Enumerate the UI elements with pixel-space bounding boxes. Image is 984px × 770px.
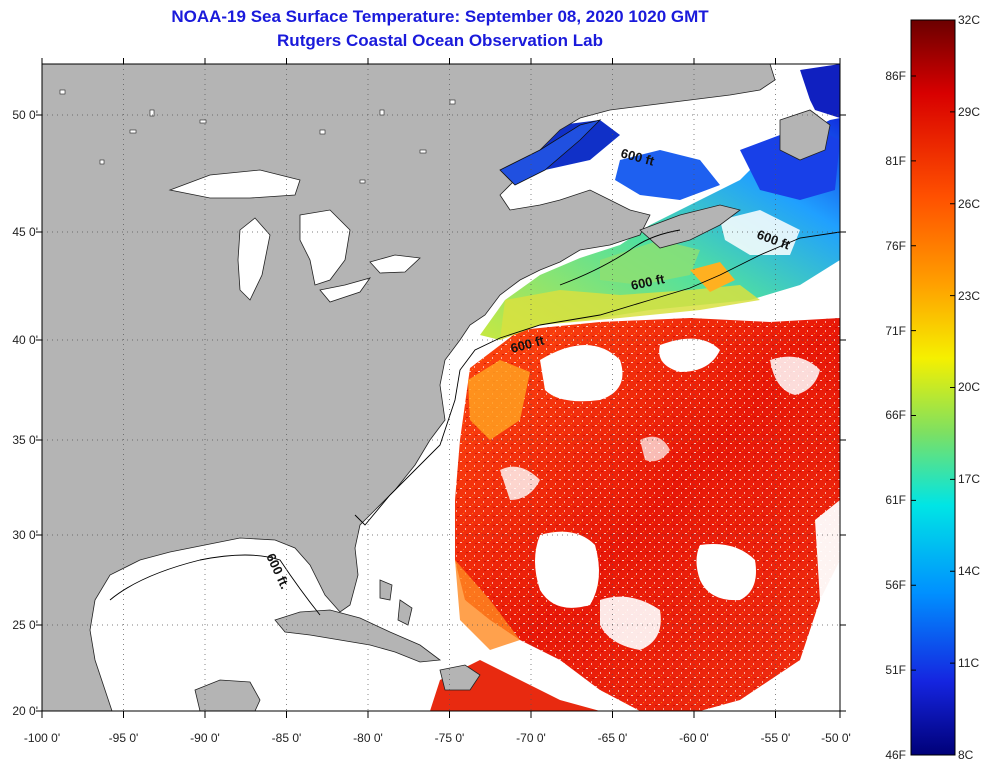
colorbar-fahrenheit-label: 61F xyxy=(885,493,906,507)
colorbar-celsius-label: 26C xyxy=(958,197,980,211)
lat-tick-label: 45 0' xyxy=(12,225,38,239)
lon-tick-label: -95 0' xyxy=(109,731,139,745)
colorbar xyxy=(910,19,956,756)
lon-tick-label: -70 0' xyxy=(516,731,546,745)
colorbar-fahrenheit-label: 66F xyxy=(885,408,906,422)
lon-tick-label: -90 0' xyxy=(190,731,220,745)
colorbar-fahrenheit-label: 71F xyxy=(885,324,906,338)
colorbar-fahrenheit-label: 56F xyxy=(885,578,906,592)
colorbar-fahrenheit-label: 46F xyxy=(885,748,906,762)
lat-tick-label: 20 0' xyxy=(12,704,38,718)
colorbar-fahrenheit-label: 81F xyxy=(885,154,906,168)
colorbar-celsius-label: 14C xyxy=(958,564,980,578)
colorbar-celsius-label: 32C xyxy=(958,13,980,27)
lon-tick-label: -85 0' xyxy=(272,731,302,745)
graticule xyxy=(42,64,840,711)
lon-tick-label: -60 0' xyxy=(679,731,709,745)
great-lakes xyxy=(168,119,602,303)
lat-tick-marks xyxy=(36,114,846,712)
map-border xyxy=(41,63,841,712)
colorbar-fahrenheit-label: 86F xyxy=(885,69,906,83)
lat-tick-label: 30 0' xyxy=(12,528,38,542)
lon-tick-label: -75 0' xyxy=(435,731,465,745)
lon-tick-label: -65 0' xyxy=(598,731,628,745)
colorbar-fahrenheit-label: 76F xyxy=(885,239,906,253)
colorbar-fahrenheit-label: 51F xyxy=(885,663,906,677)
colorbar-celsius-label: 29C xyxy=(958,105,980,119)
lon-tick-label: -55 0' xyxy=(761,731,791,745)
colorbar-celsius-label: 17C xyxy=(958,472,980,486)
colorbar-celsius-label: 11C xyxy=(958,656,979,670)
isobath-contours xyxy=(109,229,841,616)
land xyxy=(41,63,831,712)
colorbar-ticks xyxy=(911,19,955,756)
lat-tick-label: 25 0' xyxy=(12,618,38,632)
lat-tick-label: 50 0' xyxy=(12,108,38,122)
lon-tick-label: -80 0' xyxy=(353,731,383,745)
lon-tick-label: -100 0' xyxy=(24,731,60,745)
colorbar-celsius-label: 23C xyxy=(958,289,980,303)
lon-tick-label: -50 0' xyxy=(821,731,851,745)
colorbar-celsius-label: 8C xyxy=(958,748,974,762)
lat-tick-label: 35 0' xyxy=(12,433,38,447)
chart-subtitle: Rutgers Coastal Ocean Observation Lab xyxy=(277,31,603,50)
cloud-mask xyxy=(500,338,840,650)
colorbar-celsius-label: 20C xyxy=(958,380,980,394)
isobath-label: 600 ft xyxy=(630,271,667,293)
lat-tick-label: 40 0' xyxy=(12,333,38,347)
lon-tick-marks xyxy=(41,58,841,718)
canada-lakes xyxy=(59,89,456,184)
chart-title: NOAA-19 Sea Surface Temperature: Septemb… xyxy=(171,7,709,26)
